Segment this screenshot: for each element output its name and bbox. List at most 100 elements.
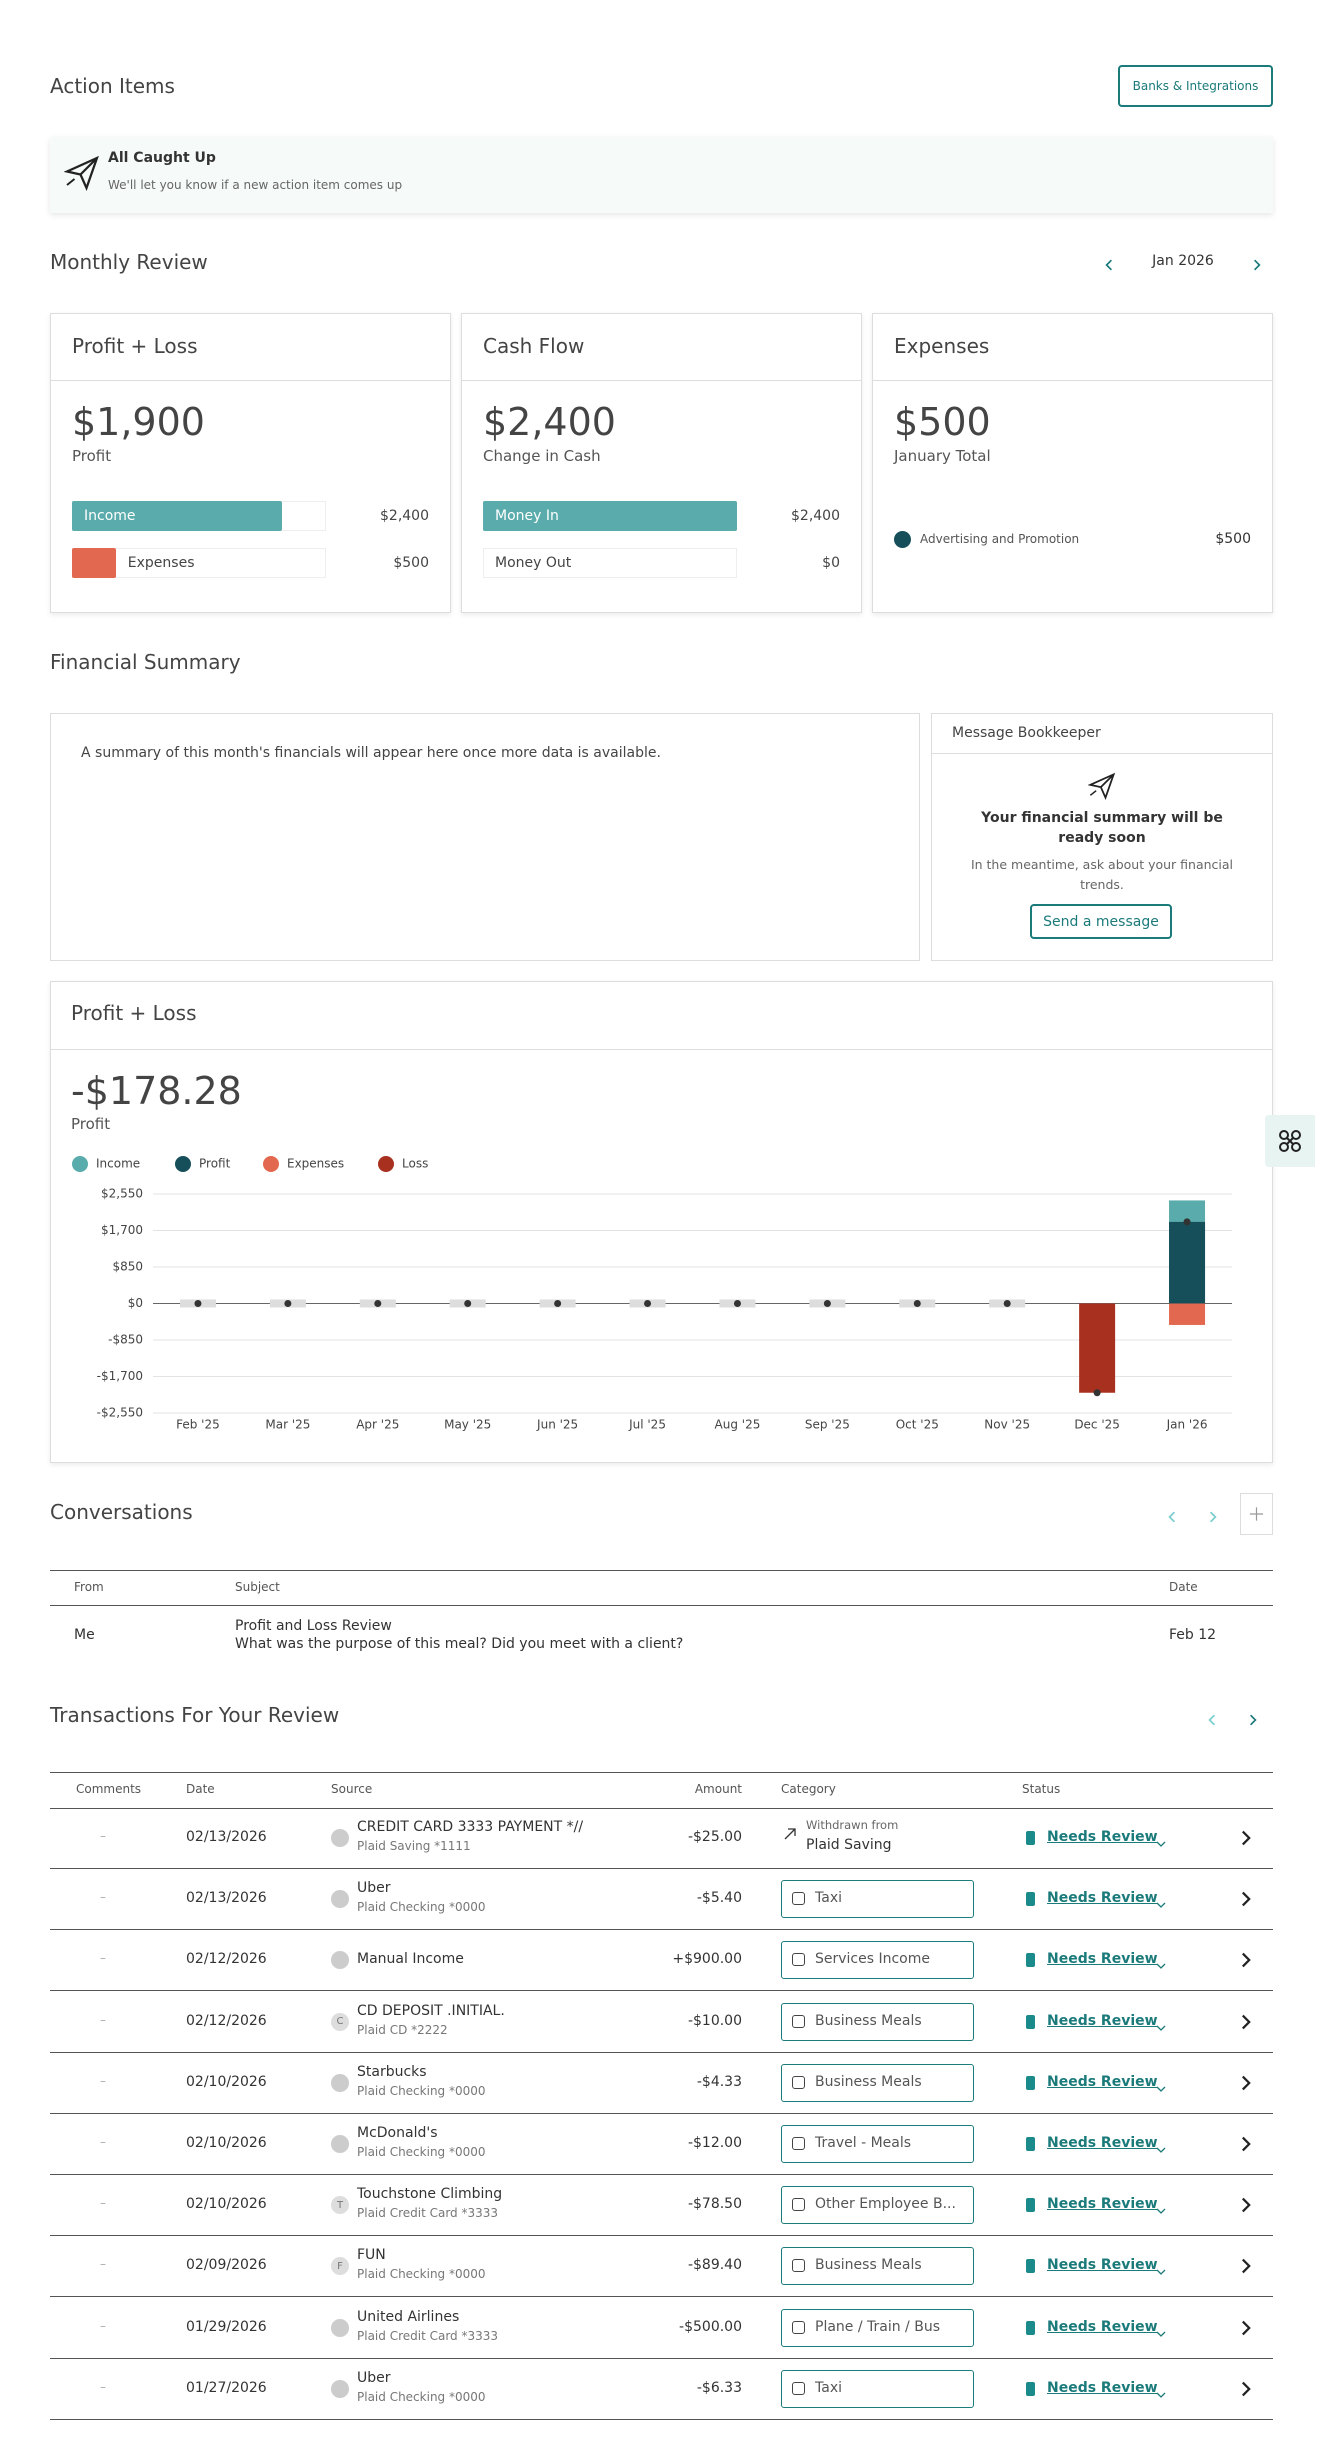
row-open[interactable] (1238, 2320, 1254, 2336)
source: Touchstone Climbing (357, 2186, 503, 2203)
x-tick-label: May '25 (444, 1418, 491, 1432)
status[interactable]: Needs Review (1047, 2073, 1158, 2090)
row-open[interactable] (1238, 2075, 1254, 2091)
account: Plaid Checking *0000 (357, 1900, 486, 1915)
row-open[interactable] (1238, 2136, 1254, 2152)
source-icon (331, 2379, 349, 2398)
category-select[interactable]: Business Meals (781, 2002, 974, 2041)
chart-card (50, 981, 1273, 1463)
date: 02/13/2026 (186, 1890, 267, 1907)
row-open[interactable] (1238, 2197, 1254, 2213)
status[interactable]: Needs Review (1047, 2257, 1158, 2274)
prev-page[interactable] (1166, 1508, 1178, 1523)
prev-page[interactable] (1206, 1711, 1218, 1726)
category-select[interactable]: Travel - Meals (781, 2125, 974, 2163)
net-marker (554, 1300, 562, 1307)
integrations-button[interactable]: Banks & Integrations (1118, 65, 1273, 107)
chart-title: Profit + Loss (71, 1001, 197, 1025)
status[interactable]: Needs Review (1047, 2135, 1158, 2151)
row-open[interactable] (1238, 1952, 1254, 1968)
category-select[interactable]: Other Employee B... (781, 2186, 974, 2225)
amount: -$89.40 (687, 2257, 742, 2274)
item-value: $500 (1215, 531, 1251, 547)
source: Uber (357, 1880, 391, 1897)
next-page[interactable] (1207, 1508, 1219, 1523)
net-marker (733, 1300, 741, 1307)
status[interactable]: Needs Review (1047, 2012, 1158, 2029)
column-header: Subject (235, 1580, 280, 1594)
date: Feb 12 (1169, 1627, 1217, 1643)
row-open[interactable] (1238, 2014, 1254, 2030)
status[interactable]: Needs Review (1047, 1829, 1158, 1845)
divider (50, 2357, 1273, 2359)
chart-headline-label: Profit (71, 1115, 111, 1133)
bar-track (483, 548, 737, 578)
source-icon: C (331, 2012, 349, 2031)
message-button[interactable]: Send a message (1030, 904, 1172, 939)
status[interactable]: Needs Review (1047, 2196, 1158, 2213)
category-select[interactable]: Taxi (781, 1880, 974, 1919)
bar-value: $2,400 (791, 508, 840, 524)
status-icon (1026, 2381, 1035, 2396)
status-caret[interactable] (1156, 2324, 1166, 2337)
chart: Income Profit Expenses Loss $2,550 $1,700 $850… (72, 1156, 1232, 1432)
status-caret[interactable] (1156, 2201, 1166, 2215)
status-icon (1026, 2320, 1035, 2335)
bookkeeper-heading: Your financial summary will be ready soo… (981, 810, 1223, 846)
row-open[interactable] (1238, 1891, 1254, 1907)
status[interactable]: Needs Review (1047, 1951, 1158, 1968)
chart-headline: -$178.28 (71, 1069, 242, 1113)
source-icon (331, 1890, 349, 1909)
category-icon (792, 2259, 805, 2273)
amount: -$25.00 (687, 1829, 742, 1845)
amount: -$6.33 (696, 2379, 742, 2396)
row-open[interactable] (1238, 1830, 1254, 1846)
column-header: Category (781, 1782, 836, 1796)
bar-label: Money Out (495, 555, 572, 571)
category-select[interactable]: Business Meals (781, 2063, 974, 2102)
row-open[interactable] (1238, 2381, 1254, 2397)
prev-month[interactable] (1103, 256, 1115, 271)
next-page[interactable] (1247, 1711, 1259, 1726)
comments: – (100, 1829, 106, 1843)
bar-label: Money In (495, 508, 559, 524)
category-select[interactable]: Plane / Train / Bus (781, 2308, 974, 2347)
status-caret[interactable] (1156, 2018, 1166, 2031)
category: Taxi (815, 1890, 842, 1907)
next-month[interactable] (1251, 256, 1263, 271)
status-caret[interactable] (1156, 2385, 1166, 2398)
category: Plane / Train / Bus (815, 2318, 940, 2335)
status[interactable]: Needs Review (1047, 1890, 1158, 1907)
comments: – (100, 2196, 106, 2211)
legend-swatch (72, 1156, 88, 1172)
category: Business Meals (815, 2012, 922, 2029)
assistant-icon[interactable] (1265, 1115, 1315, 1167)
status[interactable]: Needs Review (1047, 2318, 1158, 2335)
status-icon (1026, 2014, 1035, 2029)
card-title: Profit + Loss (72, 334, 198, 358)
card-title: Cash Flow (483, 334, 585, 358)
row-open[interactable] (1238, 2258, 1254, 2274)
status-caret[interactable] (1156, 1834, 1166, 1847)
status-caret[interactable] (1156, 2079, 1166, 2092)
net-marker (1093, 1389, 1101, 1397)
comments: – (100, 2073, 106, 2088)
category-select[interactable]: Taxi (781, 2369, 974, 2408)
bar-value: $500 (393, 555, 429, 571)
category-select[interactable]: Business Meals (781, 2247, 974, 2286)
x-tick-label: Aug '25 (715, 1418, 761, 1432)
new-conversation[interactable] (1240, 1493, 1273, 1535)
status-caret[interactable] (1156, 2262, 1166, 2276)
category-select[interactable]: Services Income (781, 1941, 974, 1980)
amount: -$10.00 (687, 2012, 742, 2029)
card-amount: $500 (894, 400, 991, 444)
status-icon (1026, 2198, 1035, 2213)
card-title: Expenses (894, 334, 990, 358)
status-caret[interactable] (1156, 2140, 1166, 2153)
section-title: Monthly Review (50, 250, 208, 274)
status[interactable]: Needs Review (1047, 2379, 1158, 2396)
summary-text: A summary of this month's financials wil… (81, 745, 661, 761)
status-caret[interactable] (1156, 1895, 1166, 1909)
status-caret[interactable] (1156, 1956, 1166, 1970)
net-marker (194, 1300, 202, 1307)
